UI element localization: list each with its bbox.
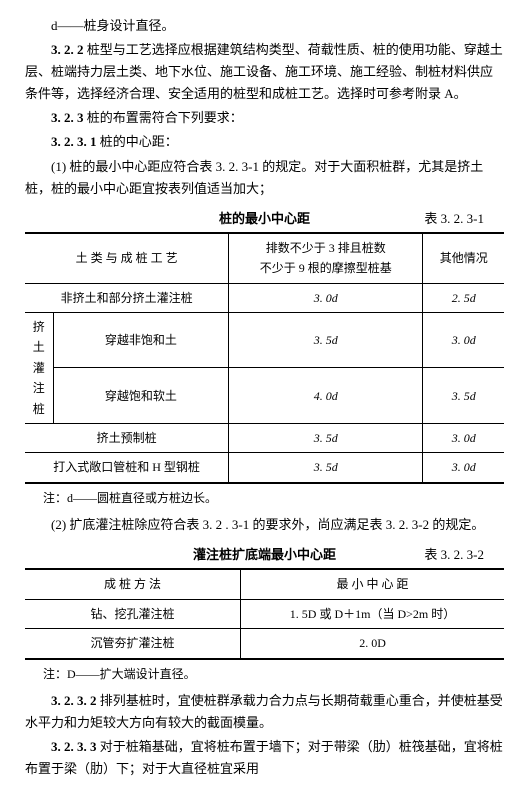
t1-r1c1: 非挤土和部分挤土灌注桩 <box>25 283 229 312</box>
table1-note: 注：d——圆桩直径或方桩边长。 <box>43 488 504 508</box>
t2-r1c2: 1. 5D 或 D＋1m（当 D>2m 时） <box>241 599 504 628</box>
table-row: 挤土预制桩 3. 5d 3. 0d <box>25 423 504 452</box>
t1-h2: 排数不少于 3 排且桩数 不少于 9 根的摩擦型桩基 <box>229 233 423 283</box>
table-row: 挤 土灌注桩 穿越非饱和土 3. 5d 3. 0d <box>25 313 504 368</box>
clause-3-2-3-1-item1: (1) 桩的最小中心距应符合表 3. 2. 3-1 的规定。对于大面积桩群，尤其… <box>25 156 504 200</box>
t1-h1: 土 类 与 成 桩 工 艺 <box>25 233 229 283</box>
t1-r4c1: 挤土预制桩 <box>25 423 229 452</box>
t2-r2c1: 沉管夯扩灌注桩 <box>25 629 241 659</box>
t1-r3c2: 4. 0d <box>229 368 423 423</box>
t1-r2c3: 3. 0d <box>423 313 504 368</box>
clause-3-2-3-1-item2: (2) 扩底灌注桩除应符合表 3. 2 . 3-1 的要求外，尚应满足表 3. … <box>25 514 504 536</box>
t1-r3c3: 3. 5d <box>423 368 504 423</box>
table2-caption: 灌注桩扩底端最小中心距 表 3. 2. 3-2 <box>25 544 504 566</box>
table-1: 土 类 与 成 桩 工 艺 排数不少于 3 排且桩数 不少于 9 根的摩擦型桩基… <box>25 232 504 484</box>
t2-h2: 最 小 中 心 距 <box>241 569 504 599</box>
t1-r5c2: 3. 5d <box>229 453 423 483</box>
t2-r2c2: 2. 0D <box>241 629 504 659</box>
section-3-2-3-3: 3. 2. 3. 3 对于桩箱基础，宜将桩布置于墙下；对于带梁（肋）桩筏基础，宜… <box>25 736 504 780</box>
t2-h1: 成 桩 方 法 <box>25 569 241 599</box>
t1-r4c3: 3. 0d <box>423 423 504 452</box>
t1-r1c3: 2. 5d <box>423 283 504 312</box>
table-row: 成 桩 方 法 最 小 中 心 距 <box>25 569 504 599</box>
t1-r1c2: 3. 0d <box>229 283 423 312</box>
table-row: 沉管夯扩灌注桩 2. 0D <box>25 629 504 659</box>
t1-r3c1: 穿越饱和软土 <box>53 368 229 423</box>
table1-title: 桩的最小中心距 <box>219 208 310 230</box>
t1-h3: 其他情况 <box>423 233 504 283</box>
table-row: 打入式敞口管桩和 H 型钢桩 3. 5d 3. 0d <box>25 453 504 483</box>
table1-caption: 桩的最小中心距 表 3. 2. 3-1 <box>25 208 504 230</box>
t1-r4c2: 3. 5d <box>229 423 423 452</box>
section-3-2-3-2: 3. 2. 3. 2 排列基桩时，宜使桩群承载力合力点与长期荷载重心重合，并使桩… <box>25 690 504 734</box>
t1-r5c1: 打入式敞口管桩和 H 型钢桩 <box>25 453 229 483</box>
table1-number: 表 3. 2. 3-1 <box>424 208 484 230</box>
table-row: 非挤土和部分挤土灌注桩 3. 0d 2. 5d <box>25 283 504 312</box>
table-2: 成 桩 方 法 最 小 中 心 距 钻、挖孔灌注桩 1. 5D 或 D＋1m（当… <box>25 568 504 659</box>
table2-number: 表 3. 2. 3-2 <box>424 544 484 566</box>
t1-r2c2: 3. 5d <box>229 313 423 368</box>
t1-vcol: 挤 土灌注桩 <box>25 313 53 424</box>
table2-title: 灌注桩扩底端最小中心距 <box>193 544 336 566</box>
table-row: 钻、挖孔灌注桩 1. 5D 或 D＋1m（当 D>2m 时） <box>25 599 504 628</box>
t1-r5c3: 3. 0d <box>423 453 504 483</box>
table-row: 穿越饱和软土 4. 0d 3. 5d <box>25 368 504 423</box>
section-3-2-3-1: 3. 2. 3. 1 桩的中心距： <box>25 131 504 153</box>
section-3-2-2: 3. 2. 2 桩型与工艺选择应根据建筑结构类型、荷载性质、桩的使用功能、穿越土… <box>25 39 504 105</box>
table2-note: 注：D——扩大端设计直径。 <box>43 664 504 684</box>
t2-r1c1: 钻、挖孔灌注桩 <box>25 599 241 628</box>
d-definition: d——桩身设计直径。 <box>25 15 504 37</box>
t1-r2c1: 穿越非饱和土 <box>53 313 229 368</box>
table-row: 土 类 与 成 桩 工 艺 排数不少于 3 排且桩数 不少于 9 根的摩擦型桩基… <box>25 233 504 283</box>
section-3-2-3: 3. 2. 3 桩的布置需符合下列要求： <box>25 107 504 129</box>
